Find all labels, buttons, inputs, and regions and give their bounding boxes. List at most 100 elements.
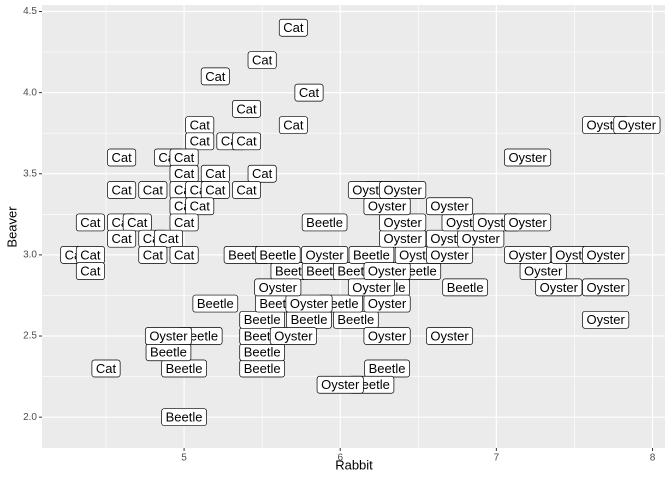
data-label: Cat [112,182,133,197]
x-tick-label: 7 [494,453,500,464]
data-label-box [169,213,199,232]
data-label-box [247,51,277,70]
data-label: Cat [143,182,164,197]
data-label: Oyster [587,247,626,262]
data-label-box [232,100,262,118]
data-label: Oyster [462,231,501,246]
data-label: Oyster [384,182,423,197]
data-label: Cat [174,150,195,165]
data-label: Beetle [166,410,203,425]
data-label: Cat [205,182,226,197]
data-label: Oyster [587,312,626,327]
data-label: Oyster [430,247,469,262]
data-label-box [363,327,411,345]
data-label: Beetle [291,312,328,327]
data-label: Cat [96,361,117,376]
data-label: Cat [174,166,195,181]
data-label: Cat [190,118,211,133]
data-label-box [582,246,630,264]
data-label-box [379,181,427,199]
data-label: Cat [190,134,211,149]
data-label-box [200,67,230,86]
data-label-box [154,229,183,248]
data-label: Oyster [540,280,579,295]
data-label: Cat [252,53,273,68]
data-label: Cat [236,182,257,197]
data-label: Cat [283,20,304,35]
data-label-box [185,197,215,216]
data-label: Oyster [368,199,407,214]
data-label-box [278,116,308,134]
data-label: Cat [158,231,179,246]
data-label: Cat [80,264,101,279]
data-label-box [169,246,199,264]
data-label-box [426,197,474,216]
data-label: Oyster [274,328,313,343]
data-label: Cat [127,215,148,230]
data-label: Cat [205,69,226,84]
data-label-box [504,246,552,264]
data-label: Oyster [368,328,407,343]
data-label: Oyster [259,280,298,295]
data-label: Beetle [353,247,390,262]
data-label: Oyster [430,328,469,343]
data-label-box [582,310,630,329]
data-label-box [504,148,552,167]
data-label-box [185,132,215,151]
data-label: Beetle [259,247,296,262]
data-label-box [192,294,239,313]
data-label-box [247,164,277,183]
data-label: Oyster [508,150,547,165]
data-label: Beetle [166,361,203,376]
data-label: Oyster [587,280,626,295]
y-tick-label: 3.5 [23,168,37,179]
data-label: Beetle [244,361,281,376]
data-label: Beetle [337,312,374,327]
data-label: Oyster [290,296,329,311]
data-label-box [269,327,317,345]
data-label: Oyster [618,118,657,133]
data-label-box [200,181,230,199]
data-label-box [107,229,137,248]
data-label: Oyster [524,264,563,279]
y-axis-title: Beaver [4,206,19,248]
data-label-box [504,213,552,232]
y-tick-label: 2.0 [23,412,37,423]
data-label-box [316,375,364,394]
data-label: Oyster [149,328,188,343]
data-label: Cat [283,118,304,133]
data-label-box [301,213,348,232]
data-label-box [75,262,105,280]
y-tick-label: 2.5 [23,331,37,342]
data-label: Oyster [384,215,423,230]
data-label: Cat [112,231,133,246]
data-label-box [232,181,262,199]
data-label: Cat [205,166,226,181]
data-label-box [144,327,192,345]
data-label-box [161,408,207,427]
data-label-box [442,278,488,297]
data-label: Oyster [352,280,391,295]
data-label-box [232,132,262,151]
data-label-box [91,359,121,378]
data-label-box [278,18,308,37]
data-label: Oyster [305,247,344,262]
data-label: Cat [236,134,257,149]
data-label: Beetle [150,345,187,360]
data-label-box [75,213,105,232]
data-label-box [107,181,137,199]
data-label-box [107,148,137,167]
data-label-box [294,83,324,102]
data-label-box [254,246,301,264]
data-label: Beetle [447,280,484,295]
data-label: Beetle [369,361,406,376]
data-label-box [582,278,630,297]
data-label: Oyster [368,296,407,311]
data-label: Beetle [306,215,343,230]
data-label-box [138,246,168,264]
data-label: Oyster [368,264,407,279]
data-label-box [363,262,411,280]
y-tick-label: 4.5 [23,6,37,17]
data-label: Oyster [508,247,547,262]
data-label: Cat [143,247,164,262]
